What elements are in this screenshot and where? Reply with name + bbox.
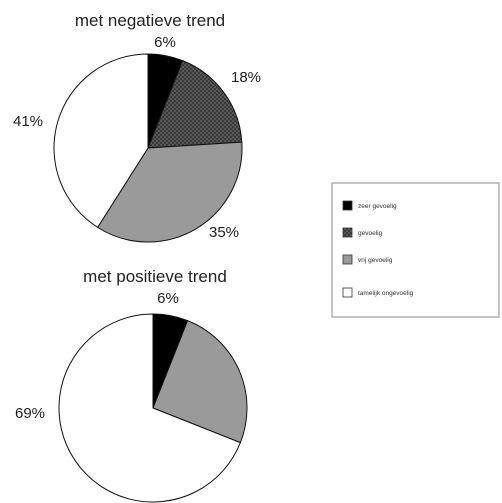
pie2-slice-tamelijk-ongevoelig — [58, 313, 242, 503]
legend-swatch-vrij-gevoelig — [342, 254, 353, 265]
pie2-label-zeer-gevoelig: 6% — [157, 290, 179, 307]
pie2-label-tamelijk-ongevoelig: 69% — [15, 405, 45, 422]
legend-swatch-gevoelig — [342, 227, 353, 238]
legend-label-tamelijk-ongevoelig: tamelijk ongevoelig — [358, 290, 414, 297]
pie1-label-tamelijk-ongevoelig: 41% — [13, 113, 43, 130]
pie1-slice-vrij-gevoelig — [96, 141, 243, 243]
pie1-slice-gevoelig — [147, 59, 243, 149]
legend-swatch-tamelijk-ongevoelig — [342, 287, 353, 298]
pie2-slice-vrij-gevoelig — [152, 319, 248, 444]
legend: zeer gevoelig gevoelig vrij gevoelig tameli… — [331, 182, 500, 318]
legend-label-vrij-gevoelig: vrij gevoelig — [358, 257, 393, 264]
pie2-title: met positieve trend — [83, 267, 227, 286]
legend-swatch-zeer-gevoelig — [342, 200, 353, 211]
pie1-title: met negatieve trend — [75, 11, 225, 30]
legend-box — [331, 182, 500, 318]
pie1-label-gevoelig: 18% — [231, 69, 261, 86]
legend-label-zeer-gevoelig: zeer gevoelig — [358, 203, 397, 210]
pie1-slice-tamelijk-ongevoelig — [53, 53, 149, 229]
pie-negative-trend: 6% 18% 35% 41% — [13, 34, 261, 243]
pie-positive-trend: 6% 69% — [15, 290, 248, 503]
pie1-label-zeer-gevoelig: 6% — [154, 34, 176, 51]
legend-label-gevoelig: gevoelig — [358, 230, 383, 237]
pie1-label-vrij-gevoelig: 35% — [209, 224, 239, 241]
